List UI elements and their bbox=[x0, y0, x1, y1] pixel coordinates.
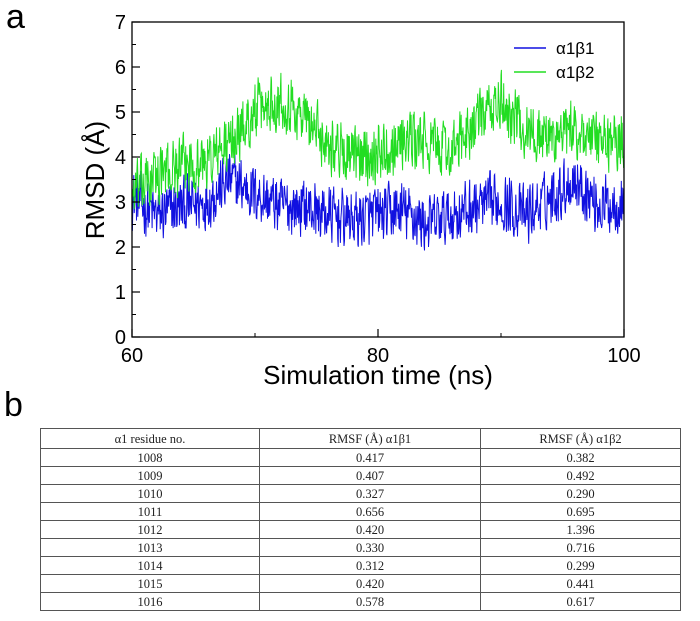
table-body: 1008 0.417 0.382 1009 0.407 0.492 1010 0.327 0.2… bbox=[40, 448, 681, 611]
cell-rmsf-a1b2: 0.492 bbox=[480, 466, 681, 485]
y-tick-label: 1 bbox=[115, 282, 126, 304]
x-tick-label: 60 bbox=[121, 345, 143, 367]
y-axis-title: RMSD (Å) bbox=[80, 121, 110, 239]
cell-rmsf-a1b1: 0.578 bbox=[259, 592, 481, 611]
cell-residue: 1010 bbox=[40, 484, 260, 503]
table-row: 1012 0.420 1.396 bbox=[40, 520, 681, 539]
cell-residue: 1014 bbox=[40, 556, 260, 575]
y-tick-label: 2 bbox=[115, 237, 126, 259]
cell-rmsf-a1b2: 0.716 bbox=[480, 538, 681, 557]
cell-rmsf-a1b1: 0.656 bbox=[259, 502, 481, 521]
panel-label-a: a bbox=[6, 0, 25, 36]
x-axis-title: Simulation time (ns) bbox=[263, 360, 493, 390]
cell-residue: 1009 bbox=[40, 466, 260, 485]
series-line-1 bbox=[131, 154, 625, 251]
panel-label-b: b bbox=[4, 386, 23, 424]
y-tick-label: 4 bbox=[115, 147, 126, 169]
table-row: 1010 0.327 0.290 bbox=[40, 484, 681, 503]
cell-rmsf-a1b2: 0.290 bbox=[480, 484, 681, 503]
cell-rmsf-a1b1: 0.312 bbox=[259, 556, 481, 575]
y-tick-label: 6 bbox=[115, 57, 126, 79]
x-tick-label: 80 bbox=[367, 345, 389, 367]
ticks-layer: 60 80 100 0 1 2 3 4 5 6 7 bbox=[115, 12, 641, 367]
cell-residue: 1016 bbox=[40, 592, 260, 611]
rmsd-chart: 60 80 100 0 1 2 3 4 5 6 7 Simulation time (ns) RMS… bbox=[80, 12, 641, 390]
y-tick-label: 7 bbox=[115, 12, 126, 34]
y-tick-label: 3 bbox=[115, 192, 126, 214]
table-row: 1013 0.330 0.716 bbox=[40, 538, 681, 557]
plot-frame bbox=[131, 21, 625, 338]
y-tick-label: 5 bbox=[115, 102, 126, 124]
cell-residue: 1008 bbox=[40, 448, 260, 467]
header-residue: α1 residue no. bbox=[40, 428, 260, 449]
cell-residue: 1011 bbox=[40, 502, 260, 521]
legend-label-1: α1β1 bbox=[556, 39, 595, 58]
cell-rmsf-a1b2: 0.695 bbox=[480, 502, 681, 521]
cell-rmsf-a1b1: 0.407 bbox=[259, 466, 481, 485]
cell-rmsf-a1b2: 0.617 bbox=[480, 592, 681, 611]
table-row: 1008 0.417 0.382 bbox=[40, 448, 681, 467]
legend: α1β1 α1β2 bbox=[514, 39, 595, 82]
header-rmsf-a1b1: RMSF (Å) α1β1 bbox=[259, 428, 481, 449]
rmsf-table: α1 residue no. RMSF (Å) α1β1 RMSF (Å) α1… bbox=[40, 428, 681, 611]
table-row: 1014 0.312 0.299 bbox=[40, 556, 681, 575]
table-header-row: α1 residue no. RMSF (Å) α1β1 RMSF (Å) α1… bbox=[40, 428, 681, 449]
series-layer bbox=[131, 69, 625, 251]
cell-residue: 1013 bbox=[40, 538, 260, 557]
cell-rmsf-a1b1: 0.420 bbox=[259, 520, 481, 539]
cell-rmsf-a1b2: 0.382 bbox=[480, 448, 681, 467]
cell-rmsf-a1b1: 0.330 bbox=[259, 538, 481, 557]
cell-residue: 1012 bbox=[40, 520, 260, 539]
table-row: 1016 0.578 0.617 bbox=[40, 592, 681, 611]
legend-label-2: α1β2 bbox=[556, 63, 595, 82]
cell-residue: 1015 bbox=[40, 574, 260, 593]
cell-rmsf-a1b1: 0.327 bbox=[259, 484, 481, 503]
series-line-2 bbox=[131, 69, 625, 210]
cell-rmsf-a1b1: 0.420 bbox=[259, 574, 481, 593]
header-rmsf-a1b2: RMSF (Å) α1β2 bbox=[480, 428, 681, 449]
cell-rmsf-a1b2: 0.299 bbox=[480, 556, 681, 575]
table-row: 1009 0.407 0.492 bbox=[40, 466, 681, 485]
x-tick-label: 100 bbox=[607, 345, 640, 367]
cell-rmsf-a1b2: 1.396 bbox=[480, 520, 681, 539]
table-row: 1015 0.420 0.441 bbox=[40, 574, 681, 593]
cell-rmsf-a1b2: 0.441 bbox=[480, 574, 681, 593]
table-row: 1011 0.656 0.695 bbox=[40, 502, 681, 521]
y-tick-label: 0 bbox=[115, 327, 126, 349]
cell-rmsf-a1b1: 0.417 bbox=[259, 448, 481, 467]
